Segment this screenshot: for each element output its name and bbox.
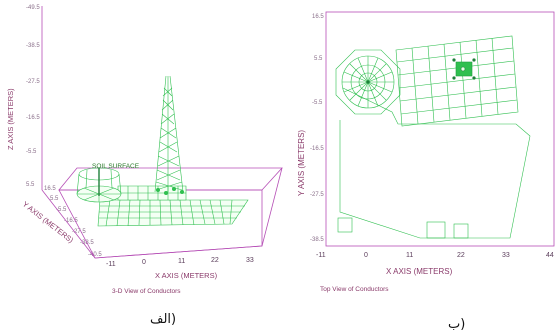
panel-3d-view: -49.5 -38.5 -27.5 -16.5 -5.5 5.5 Z AXIS …	[6, 5, 283, 327]
z-axis-label: Z AXIS (METERS)	[6, 88, 15, 150]
z-tick: 5.5	[26, 182, 35, 188]
z-tick: -27.5	[26, 79, 40, 85]
x-tick: 44	[546, 252, 554, 259]
y-tick: 5.5	[50, 196, 59, 202]
y-tick: -16.5	[310, 146, 324, 152]
z-tick: -49.5	[26, 5, 40, 11]
subcaption-be: ب)	[448, 317, 465, 332]
z-tick: -5.5	[26, 149, 37, 155]
x-axis-label: X AXIS (METERS)	[155, 271, 218, 280]
caption-top: Top View of Conductors	[320, 286, 389, 293]
x-tick: 33	[502, 252, 510, 259]
subcaption-alef: الف)	[150, 312, 176, 327]
x-tick: 11	[406, 252, 413, 259]
x-tick: 0	[364, 252, 368, 259]
panel-top-view: 16.5 5.5 -5.5 -16.5 -27.5 -38.5 Y AXIS (…	[297, 11, 555, 332]
y-tick: 5.5	[314, 56, 323, 62]
y-tick: -38.5	[310, 237, 324, 243]
footing-rect	[453, 223, 469, 239]
y-tick: -27.5	[310, 192, 324, 198]
y-tick: 16.5	[312, 14, 324, 20]
caption-3d: 3-D View of Conductors	[112, 288, 181, 295]
footing-rect	[426, 221, 446, 239]
plane-edge	[261, 167, 283, 247]
tower-footprint	[452, 58, 476, 80]
x-tick: 33	[246, 257, 254, 264]
y-tick: -5.5	[312, 100, 323, 106]
x-tick: 22	[457, 252, 465, 259]
octagon-ring-top	[335, 49, 401, 115]
y-axis-label: Y AXIS (METERS)	[297, 130, 306, 196]
y-tick: -27.5	[72, 229, 86, 235]
outer-boundary	[339, 87, 531, 239]
x-tick: 11	[178, 258, 185, 265]
y-tick: 16.5	[44, 186, 56, 192]
footing-rect	[337, 217, 353, 233]
ground-grid-3d	[97, 185, 249, 227]
z-tick: -16.5	[26, 115, 40, 121]
x-tick: -11	[316, 252, 326, 259]
x-tick: 22	[211, 257, 219, 264]
x-axis-label: X AXIS (METERS)	[386, 267, 453, 276]
ground-grid-top	[395, 35, 519, 127]
soil-surface-label: SOIL SURFACE	[92, 163, 140, 170]
y-tick: -16.5	[64, 218, 78, 224]
plot-frame	[325, 11, 555, 247]
x-axis-line	[94, 245, 263, 259]
y-tick: -40.5	[88, 252, 102, 258]
z-tick: -38.5	[26, 43, 40, 49]
x-tick: 0	[142, 259, 146, 266]
y-axis-line	[41, 189, 96, 259]
x-tick: -11	[106, 261, 116, 268]
y-tick: -5.5	[56, 207, 67, 213]
tower-3d	[154, 75, 184, 195]
